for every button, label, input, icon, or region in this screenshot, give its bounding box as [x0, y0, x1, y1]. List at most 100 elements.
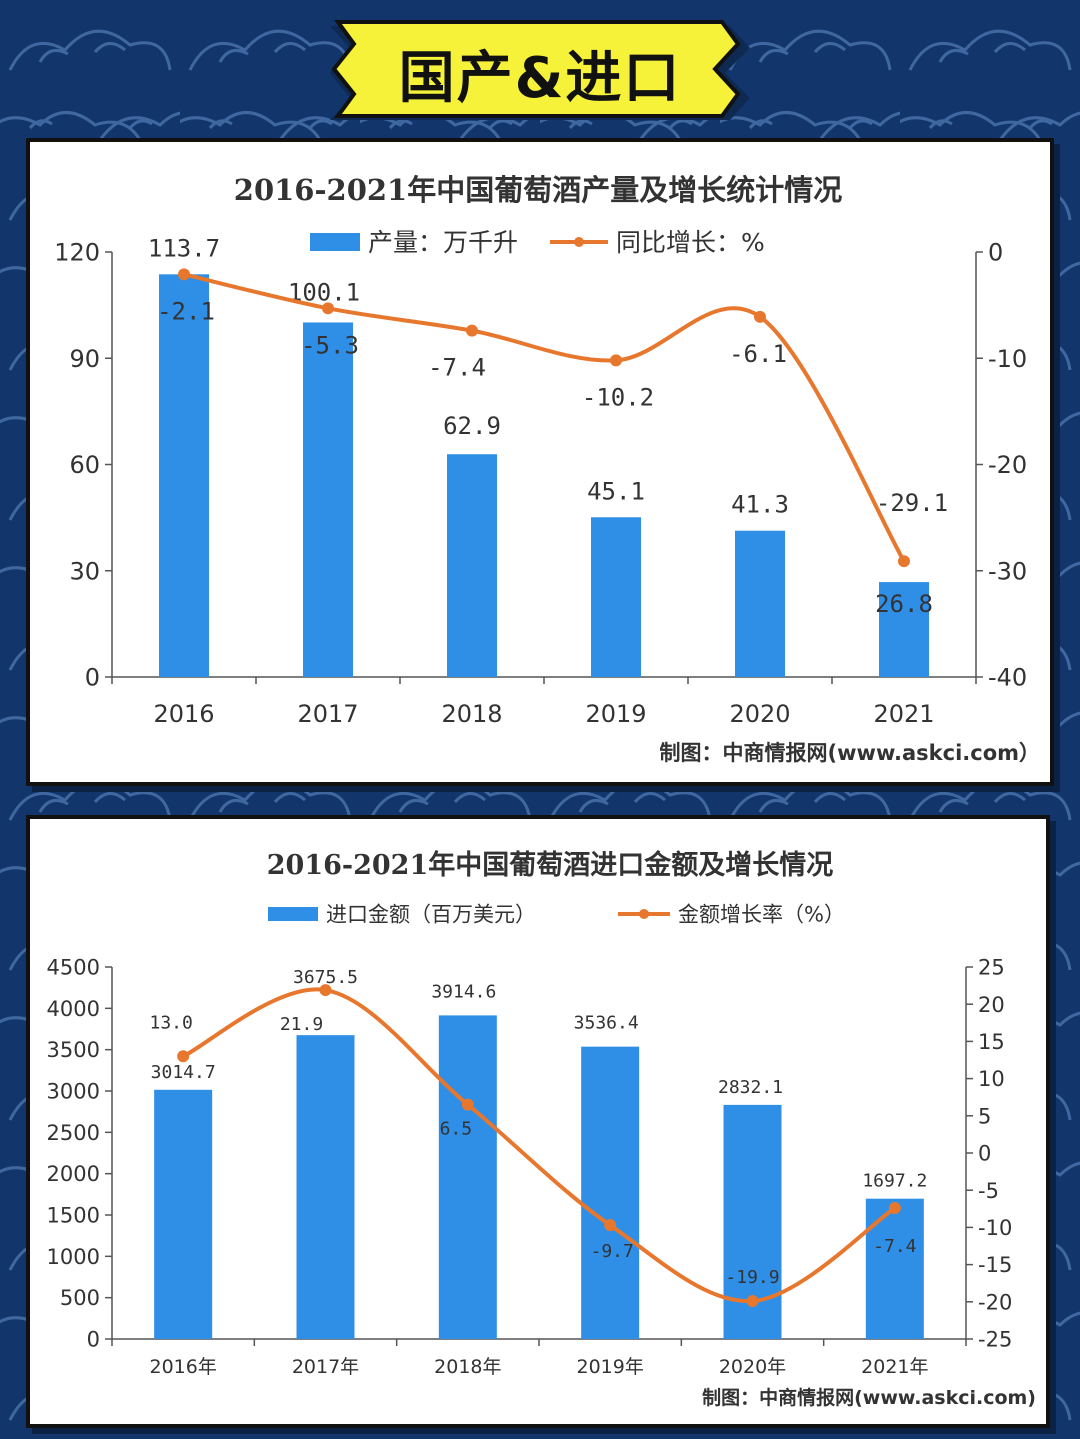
- growth-point: [888, 1202, 901, 1215]
- chart-credit: 制图：中商情报网(www.askci.com): [702, 1386, 1036, 1409]
- left-tick-label: 60: [69, 451, 100, 479]
- title-banner: [330, 20, 750, 120]
- legend-line-label: 同比增长：%: [616, 228, 765, 257]
- legend-line-marker: [574, 237, 584, 247]
- legend-line-label: 金额增长率（%）: [678, 903, 845, 927]
- right-tick-label: -25: [978, 1328, 1012, 1352]
- growth-line: [182, 987, 896, 1304]
- bar: [865, 1198, 924, 1339]
- bar: [735, 530, 785, 677]
- growth-value-label: -29.1: [876, 489, 948, 517]
- right-tick-label: -30: [988, 557, 1027, 585]
- category-label: 2016: [153, 700, 214, 728]
- growth-point: [604, 1219, 617, 1232]
- growth-value-label: -10.2: [582, 383, 654, 411]
- bar-value-label: 3014.7: [151, 1062, 216, 1083]
- left-tick-label: 1500: [47, 1204, 100, 1228]
- bar-value-label: 45.1: [587, 477, 645, 505]
- left-tick-label: 2000: [47, 1162, 100, 1186]
- right-tick-label: 0: [978, 1142, 991, 1166]
- right-tick-label: 5: [978, 1104, 991, 1128]
- left-tick-label: 500: [60, 1286, 100, 1310]
- growth-value-label: -5.3: [301, 331, 359, 359]
- category-label: 2018年: [434, 1356, 501, 1378]
- chart-panel-import: 2016-2021年中国葡萄酒进口金额及增长情况进口金额（百万美元） 金额增长率（…: [26, 815, 1050, 1428]
- growth-point: [178, 268, 190, 281]
- growth-value-label: -7.4: [873, 1236, 916, 1257]
- growth-value-label: -9.7: [590, 1241, 633, 1262]
- bar-value-label: 41.3: [731, 491, 789, 519]
- right-tick-label: 20: [978, 993, 1005, 1017]
- legend-bar-swatch: [268, 907, 318, 921]
- right-tick-label: -10: [988, 345, 1027, 373]
- banner-title: 国产&进口: [398, 45, 682, 111]
- category-label: 2017年: [292, 1356, 359, 1378]
- right-tick-label: -20: [988, 451, 1027, 479]
- left-tick-label: 3500: [47, 1038, 100, 1062]
- growth-value-label: 21.9: [280, 1014, 323, 1035]
- right-tick-label: -40: [988, 664, 1027, 692]
- growth-point: [322, 302, 334, 315]
- growth-point: [610, 354, 622, 367]
- right-tick-label: -10: [978, 1216, 1012, 1240]
- category-label: 2021年: [861, 1356, 928, 1378]
- chart-title: 2016-2021年中国葡萄酒进口金额及增长情况: [267, 849, 834, 881]
- bar-value-label: 26.8: [875, 590, 933, 618]
- category-label: 2021: [873, 700, 934, 728]
- bar-value-label: 1697.2: [862, 1171, 927, 1192]
- chart-credit: 制图：中商情报网(www.askci.com）: [660, 741, 1040, 765]
- bar-value-label: 3914.6: [431, 981, 496, 1002]
- left-tick-label: 2500: [47, 1121, 100, 1145]
- bar-value-label: 3536.4: [574, 1013, 639, 1034]
- bar: [296, 1035, 355, 1339]
- chart-panel-production: 2016-2021年中国葡萄酒产量及增长统计情况 产量：万千升 同比增长：% 0 30 6…: [26, 138, 1054, 786]
- bar: [438, 1015, 497, 1339]
- left-tick-label: 90: [69, 345, 100, 373]
- bar-value-label: 2832.1: [718, 1077, 783, 1098]
- category-label: 2017: [297, 700, 358, 728]
- left-tick-label: 120: [54, 239, 100, 267]
- left-tick-label: 1000: [47, 1245, 100, 1269]
- bar-value-label: 62.9: [443, 412, 501, 440]
- category-label: 2018: [441, 700, 502, 728]
- bar-value-label: 113.7: [148, 234, 220, 262]
- growth-value-label: -19.9: [725, 1267, 779, 1288]
- legend-bar-label: 进口金额（百万美元）: [326, 903, 536, 927]
- growth-value-label: 6.5: [440, 1119, 473, 1140]
- bar: [591, 517, 641, 677]
- growth-point: [461, 1098, 474, 1111]
- left-tick-label: 3000: [47, 1080, 100, 1104]
- bar-value-label: 3675.5: [293, 967, 358, 988]
- left-tick-label: 0: [85, 664, 100, 692]
- left-tick-label: 4500: [47, 956, 100, 980]
- left-tick-label: 4000: [47, 997, 100, 1021]
- right-tick-label: 15: [978, 1030, 1005, 1054]
- right-tick-label: 0: [988, 239, 1003, 267]
- category-label: 2019: [585, 700, 646, 728]
- legend-line-marker: [639, 909, 649, 919]
- chart-title: 2016-2021年中国葡萄酒产量及增长统计情况: [234, 173, 842, 207]
- growth-point: [466, 324, 478, 337]
- category-label: 2016年: [149, 1356, 216, 1378]
- growth-point: [319, 984, 332, 997]
- growth-point: [746, 1295, 759, 1308]
- legend-bar-swatch: [310, 233, 360, 251]
- right-tick-label: -20: [978, 1290, 1012, 1314]
- bar: [159, 274, 209, 677]
- left-tick-label: 0: [87, 1328, 100, 1352]
- growth-value-label: -7.4: [428, 354, 486, 382]
- category-label: 2020: [729, 700, 790, 728]
- right-tick-label: -5: [978, 1179, 999, 1203]
- growth-point: [898, 555, 910, 568]
- right-tick-label: 10: [978, 1067, 1005, 1091]
- category-label: 2019年: [576, 1356, 643, 1378]
- growth-line: [183, 272, 906, 563]
- growth-value-label: -2.1: [157, 297, 215, 325]
- growth-point: [754, 310, 766, 323]
- growth-point: [177, 1050, 190, 1063]
- legend-bar-label: 产量：万千升: [368, 228, 518, 257]
- growth-value-label: -6.1: [729, 340, 787, 368]
- bar: [303, 322, 353, 677]
